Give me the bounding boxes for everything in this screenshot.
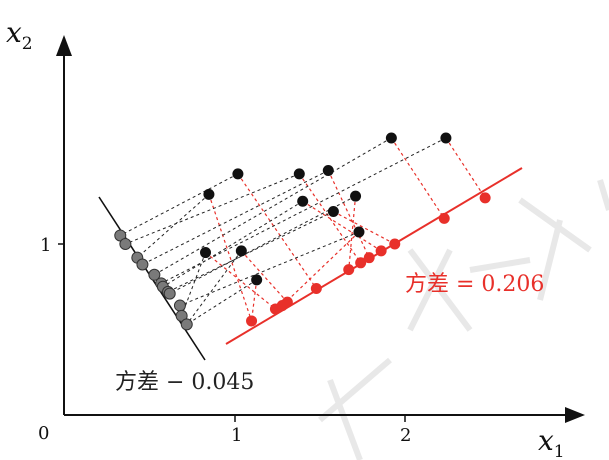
data-point [350, 190, 362, 202]
x-axis-label: x1 [538, 424, 565, 460]
data-point [327, 206, 339, 218]
red-connector [333, 210, 396, 245]
red-dashed-connectors [205, 137, 486, 322]
red-connector [445, 137, 486, 199]
gray-connector [186, 250, 242, 325]
red-connector [208, 194, 253, 322]
gray-connector [186, 279, 257, 325]
red-projected-point [355, 257, 367, 269]
origin-label: 0 [38, 423, 49, 444]
gray-connector [179, 231, 360, 307]
gray-connector [154, 137, 392, 276]
gray-projected-point [173, 299, 186, 312]
data-point [203, 188, 215, 200]
x-tick-label-1: 1 [231, 425, 242, 446]
gray-connector [142, 170, 329, 265]
data-point [232, 168, 244, 180]
gray-projected-point [148, 268, 161, 281]
gray-projected-points [114, 229, 193, 331]
x-tick-label-2: 2 [400, 425, 411, 446]
red-projected-point [389, 238, 401, 250]
red-projected-point [479, 192, 491, 204]
gray-projected-point [136, 258, 149, 271]
gray-projected-point [163, 287, 176, 300]
y-axis-label: x2 [6, 16, 33, 54]
red-connector [390, 137, 445, 219]
red-projected-point [438, 212, 450, 224]
red-projected-point [281, 296, 293, 308]
red-connector [327, 170, 370, 258]
gray-connector [169, 195, 356, 295]
gray-connector [120, 173, 239, 236]
gray-connector [136, 194, 210, 259]
data-point [322, 164, 334, 176]
red-projected-point [310, 282, 322, 294]
data-point [251, 274, 263, 286]
red-connector [240, 250, 288, 303]
data-point [235, 245, 247, 257]
data-point [353, 226, 365, 238]
red-connector [302, 200, 382, 252]
red-projected-point [246, 315, 258, 327]
data-point [297, 195, 309, 207]
variance-black-label: 方差 − 0.045 [115, 370, 254, 395]
red-projected-point [375, 245, 387, 257]
gray-connector [167, 211, 334, 293]
x-axis-arrow [565, 407, 585, 423]
data-point [200, 247, 212, 259]
red-projected-point [363, 252, 375, 264]
gray-connector [125, 173, 300, 245]
data-point [293, 168, 305, 180]
gray-projected-point [119, 238, 132, 250]
data-point [440, 132, 452, 144]
gray-projected-point [180, 318, 193, 331]
axes: 0 1 2 1 x1 x2 [6, 16, 585, 460]
variance-red-label: 方差 = 0.206 [405, 272, 544, 297]
original-data-points [200, 132, 452, 286]
red-projected-point [343, 264, 355, 276]
y-axis-arrow [56, 35, 72, 56]
data-point [385, 132, 397, 144]
red-connector [250, 279, 258, 322]
y-tick-label-1: 1 [40, 235, 51, 256]
red-connector [348, 196, 357, 270]
red-connector [237, 173, 317, 289]
red-projected-points [246, 192, 491, 327]
watermark [318, 179, 609, 460]
